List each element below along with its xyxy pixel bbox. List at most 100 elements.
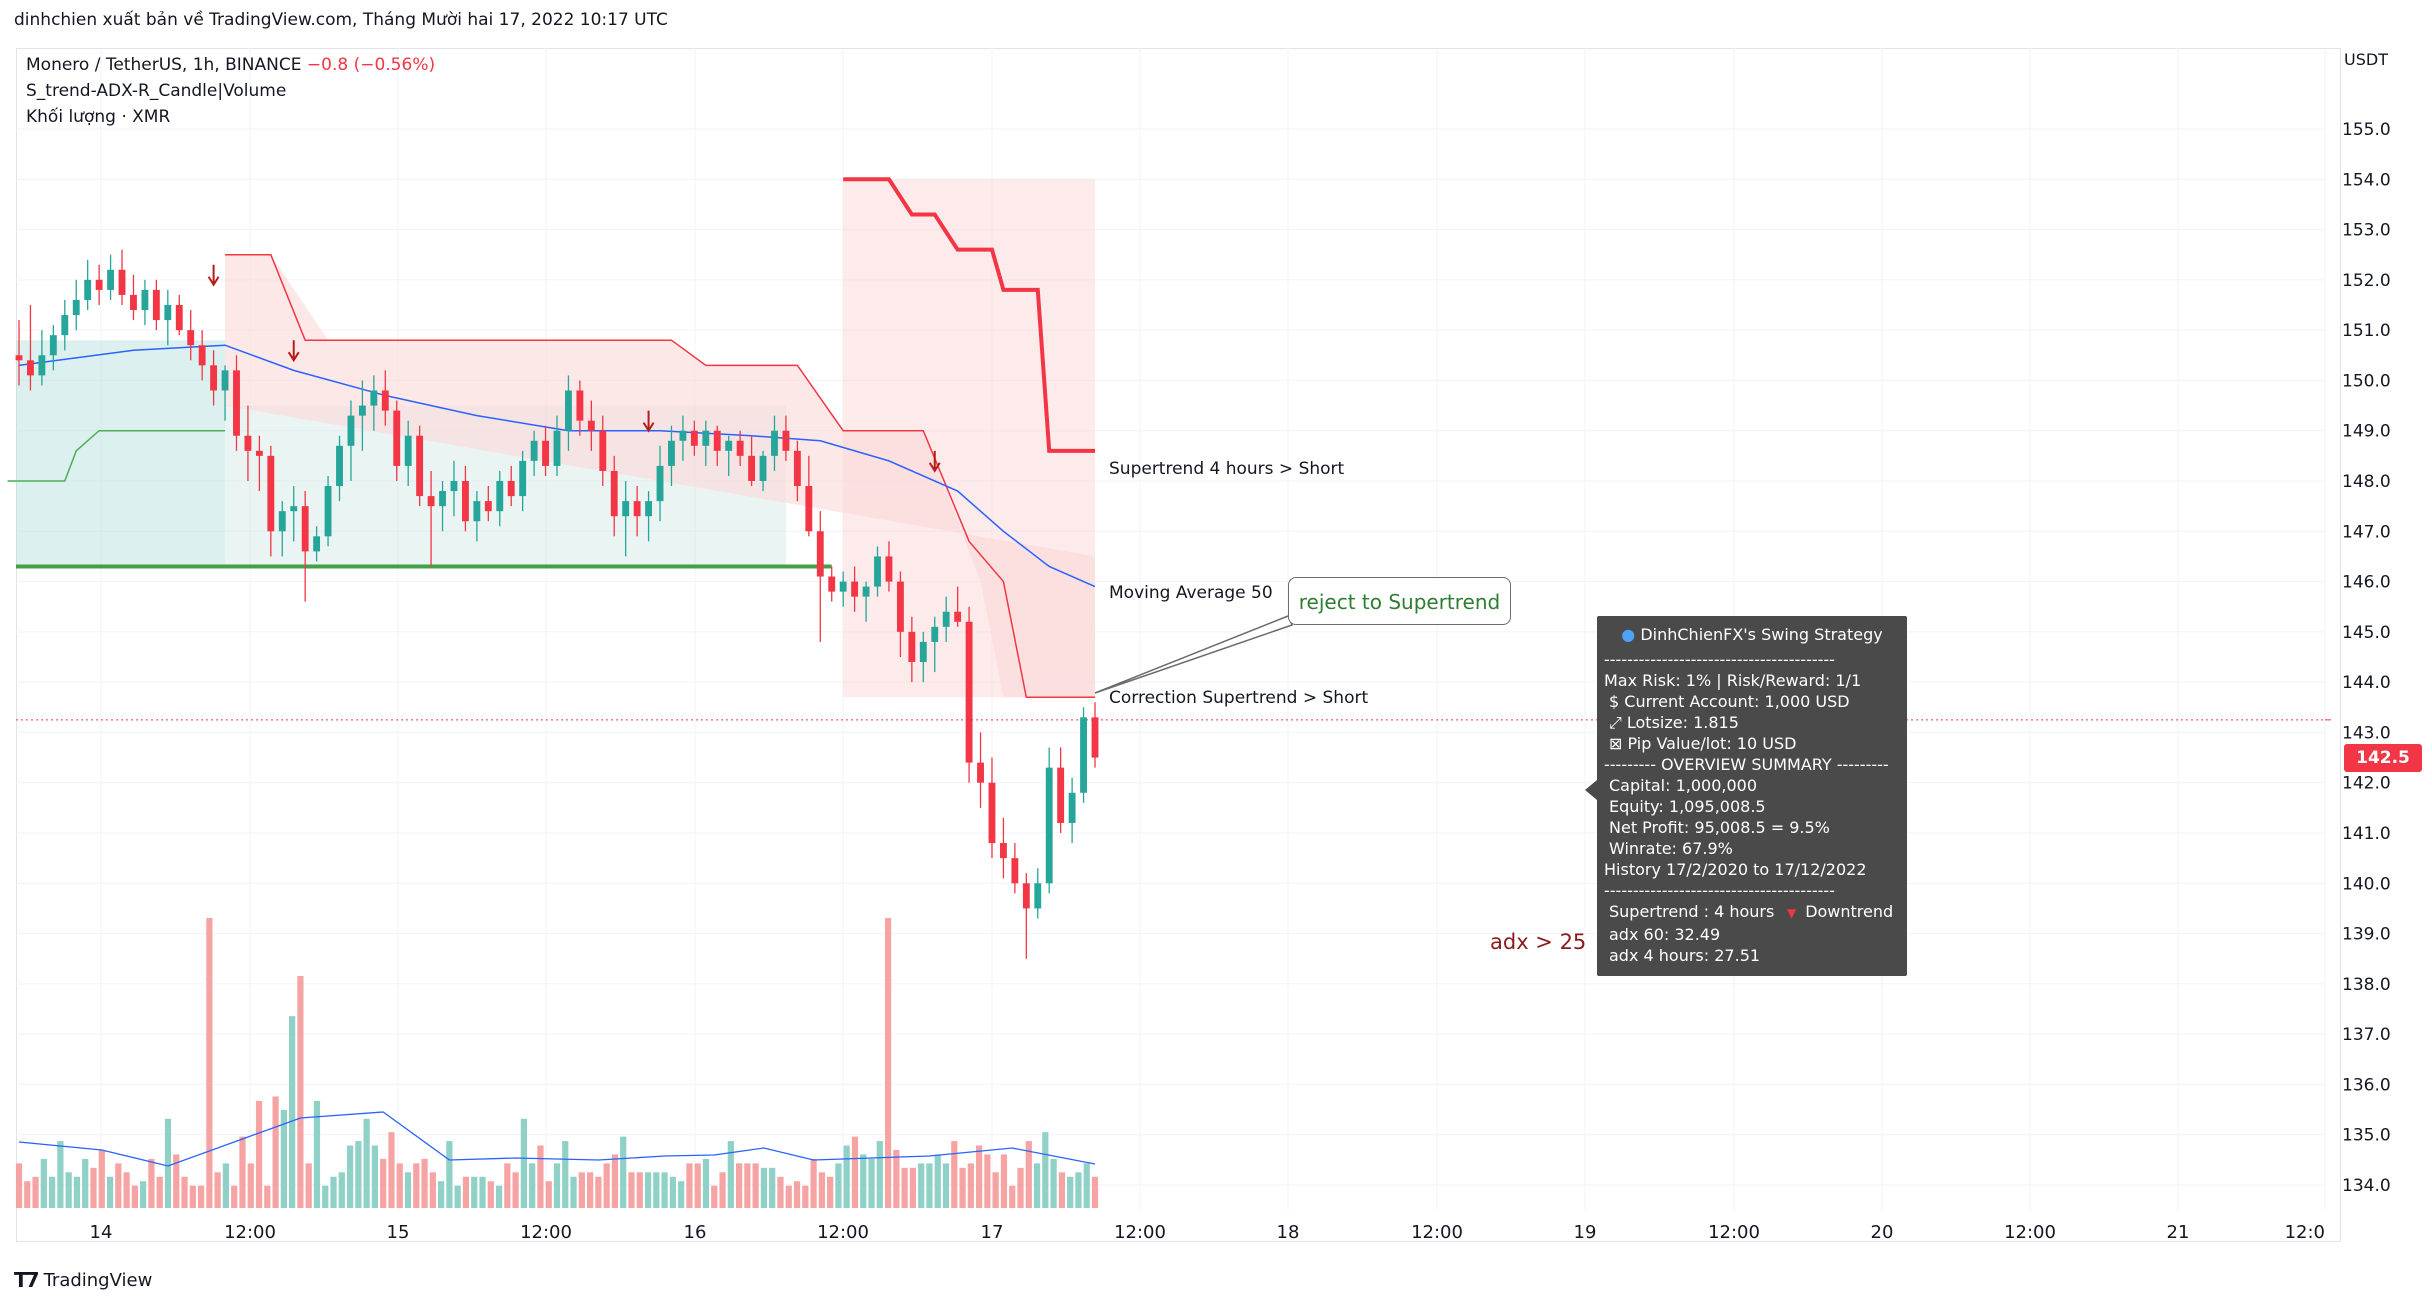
last-price-tag: 142.5 [2344,744,2422,772]
legend-symbol-row[interactable]: Monero / TetherUS, 1h, BINANCE −0.8 (−0.… [26,55,435,75]
volume-bar [181,1176,188,1208]
y-tick-label: 139.0 [2342,925,2391,945]
candle-body [542,440,549,466]
candle-body [954,611,962,622]
volume-bar [57,1141,64,1208]
volume-bar [255,1100,263,1208]
volume-bar [967,1163,974,1208]
volume-bar [164,1118,172,1208]
volume-bar [272,1096,279,1208]
y-tick-label: 151.0 [2342,321,2391,341]
panel-capital: Capital: 1,000,000 [1609,776,1758,795]
volume-bar [189,1185,196,1208]
y-tick-label: 144.0 [2342,673,2391,693]
candle-body [336,445,343,487]
candle-body [473,501,481,522]
panel-st-direction: Downtrend [1805,902,1894,921]
volume-bar [926,1163,933,1208]
volume-bar [396,1163,403,1208]
volume-bar [446,1141,453,1208]
volume-bar [678,1181,685,1208]
candle-body [233,370,240,436]
volume-bar [140,1181,147,1208]
candle-body [484,501,492,512]
volume-bar [404,1172,412,1208]
volume-bar [73,1176,81,1208]
panel-equity: Equity: 1,095,008.5 [1609,797,1766,816]
y-tick-label: 143.0 [2342,723,2391,743]
volume-bar [818,1172,825,1208]
candle-body [771,430,778,456]
x-tick-label: 18 [1277,1222,1300,1243]
candle-body [1034,883,1042,909]
panel-winrate: Winrate: 67.9% [1609,839,1733,858]
candle-body [713,430,721,451]
volume-bar [909,1167,917,1208]
volume-bar [1058,1172,1065,1208]
panel-profit: Net Profit: 95,008.5 = 9.5% [1609,818,1830,837]
volume-bar [363,1118,370,1208]
panel-overview: --------- OVERVIEW SUMMARY --------- [1604,755,1889,774]
reject-annotation: reject to Supertrend [1288,577,1511,625]
volume-bar [371,1145,379,1208]
legend-volume[interactable]: Khối lượng · XMR [26,107,171,127]
candle-body [668,440,675,466]
footer-brand: TradingView [43,1269,153,1291]
candle-body [370,390,378,406]
candle-body [358,405,366,416]
legend-indicator[interactable]: S_trend-ADX-R_Candle|Volume [26,81,287,101]
panel-title-row: ● DinhChienFX's Swing Strategy [1604,624,1900,645]
candle-body [141,289,149,311]
volume-bar [578,1172,585,1208]
candle-body [118,269,126,295]
candle-body [885,556,893,582]
panel-sep: ---------------------------------------- [1604,650,1835,669]
sell-arrow-icon [928,450,941,473]
candle-body [977,762,984,783]
candle-body [1011,858,1019,884]
candle-body [244,435,252,451]
volume-bar [702,1158,710,1208]
volume-bar [1091,1176,1099,1208]
volume-bar [1025,1141,1032,1208]
x-tick-label: 14 [90,1222,113,1243]
tradingview-logo[interactable]: T7 TradingView [14,1268,152,1292]
panel-adx60: adx 60: 32.49 [1609,925,1721,944]
sell-arrow-icon [287,340,300,363]
candle-body [255,450,263,456]
volume-bar [760,1167,768,1208]
candle-body [576,390,584,421]
volume-bar [785,1185,792,1208]
volume-bar [289,1016,296,1208]
volume-bar [520,1118,527,1208]
candle-body [679,430,687,441]
candle-body [839,581,847,592]
volume-bar [32,1176,39,1208]
candle-body [702,430,710,446]
volume-bar [752,1163,759,1208]
panel-pip: ⊠ Pip Value/lot: 10 USD [1609,734,1797,753]
volume-bar [438,1181,445,1208]
volume-bar [131,1185,138,1208]
volume-bar [1050,1158,1057,1208]
supertrend-4h-line [843,177,1095,453]
x-tick-label: 12:00 [520,1222,572,1243]
x-tick-label: 12:00 [1114,1222,1166,1243]
candle-body [656,465,664,502]
volume-bar [976,1145,983,1208]
candle-body [610,470,618,517]
volume-bar [231,1185,238,1208]
volume-bar [454,1185,461,1208]
candle-body [816,531,824,577]
candle-body [72,299,80,316]
candle-body [187,330,195,346]
label-supertrend-4h: Supertrend 4 hours > Short [1109,459,1345,479]
candle-body [553,430,561,466]
tv-logo-icon: T7 [14,1268,40,1292]
candle-body [896,581,904,632]
candle-body [622,501,630,517]
candle-body [198,345,206,366]
y-tick-label: 147.0 [2342,522,2391,542]
candle-body [107,269,115,290]
